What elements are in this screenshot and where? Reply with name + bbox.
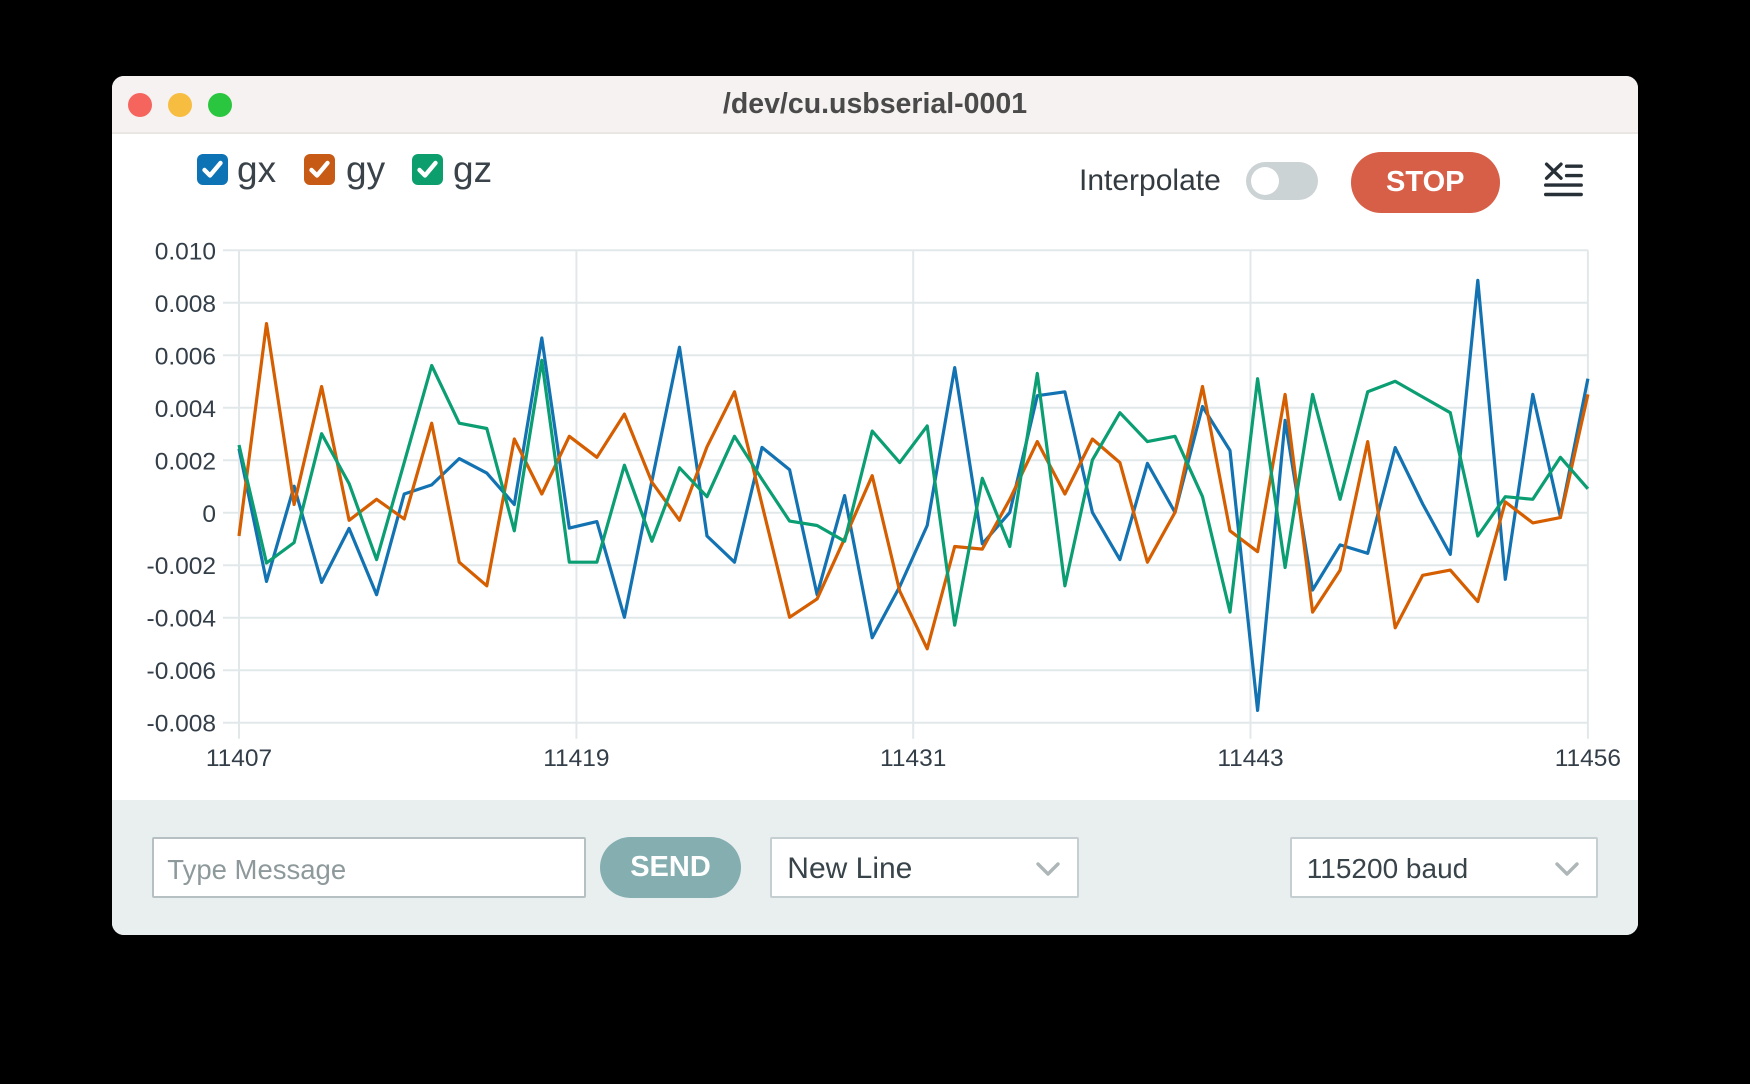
svg-text:0.008: 0.008 [155, 291, 216, 318]
svg-text:-0.002: -0.002 [147, 553, 216, 580]
svg-text:11431: 11431 [880, 745, 946, 772]
svg-text:-0.008: -0.008 [147, 711, 216, 738]
svg-text:0.010: 0.010 [155, 238, 216, 265]
svg-text:11419: 11419 [543, 745, 609, 772]
svg-text:0.004: 0.004 [155, 396, 216, 423]
svg-text:11456: 11456 [1555, 745, 1621, 772]
svg-text:11443: 11443 [1217, 745, 1283, 772]
svg-text:11407: 11407 [206, 745, 272, 772]
svg-text:-0.004: -0.004 [147, 606, 216, 633]
svg-text:0: 0 [202, 501, 216, 528]
svg-text:-0.006: -0.006 [147, 658, 216, 685]
svg-text:0.002: 0.002 [155, 448, 216, 475]
svg-text:0.006: 0.006 [155, 343, 216, 370]
